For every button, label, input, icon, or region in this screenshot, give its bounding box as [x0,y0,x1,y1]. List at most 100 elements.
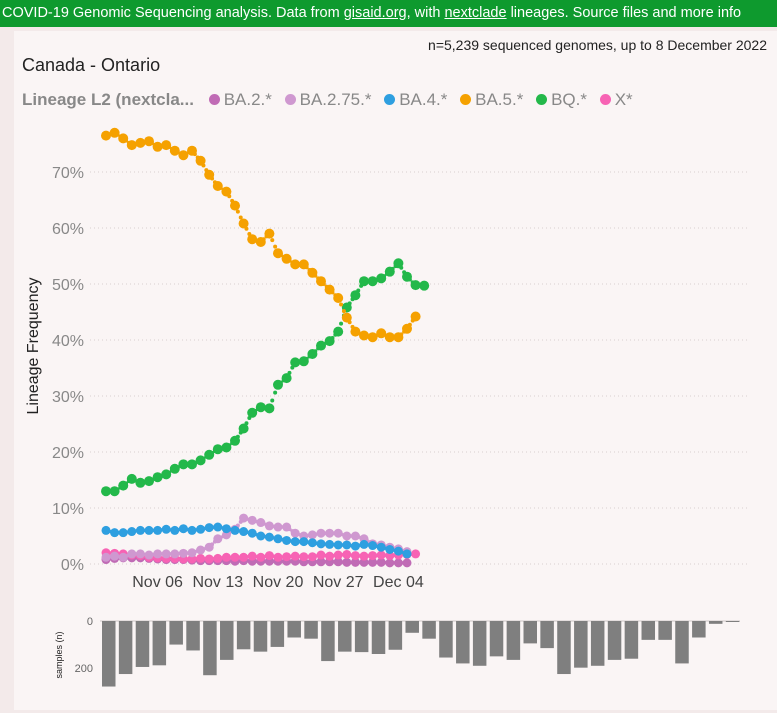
nextclade-link[interactable]: nextclade [444,5,507,21]
legend-dot [536,94,548,105]
data-point [368,557,378,567]
data-point [273,552,283,562]
region-title: Canada - Ontario [22,55,161,75]
sample-bar [186,621,200,651]
data-point [101,525,111,535]
series-ba-4 [101,522,412,559]
data-point [101,552,111,562]
data-point [161,469,172,480]
data-point [204,542,214,552]
data-point [204,169,215,180]
data-point [281,373,292,384]
sample-bar [371,621,386,654]
sample-bar [708,621,723,624]
data-point [238,423,249,434]
data-point [127,527,137,537]
sample-bar [472,621,487,666]
data-point [419,280,430,291]
data-point [110,551,120,561]
sample-bar [338,621,352,652]
data-point [178,524,188,534]
data-point [109,127,120,138]
data-point [307,552,317,562]
sample-bar [658,621,672,640]
data-point [256,518,266,528]
sample-bar [203,621,217,676]
data-point [187,459,197,470]
data-point [118,133,129,144]
data-point [299,537,309,547]
sample-bar [523,621,537,644]
data-point [376,557,386,567]
data-point [376,542,386,552]
data-point [247,407,258,418]
info-banner: COVID-19 Genomic Sequencing analysis. Da… [0,0,777,27]
data-point [187,554,197,564]
data-point [169,463,180,474]
data-point [230,435,240,446]
data-point [170,549,180,559]
data-point [316,539,326,549]
sample-bar [236,621,251,650]
sample-bar [456,621,470,664]
legend-item-x[interactable]: X* [599,90,633,109]
data-point [376,273,387,284]
sample-bar [304,621,318,639]
data-point [342,557,352,567]
data-point [402,558,412,568]
y-tick-label: 50% [52,277,84,294]
data-point [342,549,352,559]
data-point [255,237,266,247]
data-point [196,524,206,534]
data-point [247,515,257,525]
data-point [350,326,361,337]
data-point [411,549,421,559]
data-point [170,525,180,535]
data-point [290,537,300,547]
data-point [230,525,240,535]
y-tick-label: 40% [52,333,84,350]
x-tick-label: Nov 13 [192,574,243,591]
data-point [298,259,309,270]
data-point [282,552,292,562]
data-point [255,402,266,413]
data-point [299,552,309,562]
legend-item-ba4[interactable]: BA.4.* [384,90,447,109]
data-point [298,356,309,367]
data-point [307,530,317,540]
legend-item-ba2[interactable]: BA.2.* [208,90,272,109]
data-point [333,540,343,550]
data-point [126,140,137,151]
gisaid-link[interactable]: gisaid.org [343,5,407,21]
sample-bar [220,621,234,660]
data-point [178,150,189,161]
sample-bar [607,621,622,660]
sample-bar [118,621,133,675]
data-point [385,558,395,568]
legend-title: Lineage L2 (nextcla... [22,90,194,109]
data-point [290,259,301,270]
sample-bar [405,621,419,633]
sample-bar [641,621,656,640]
data-point [221,530,231,540]
data-point [316,276,326,287]
series-connector-dot [339,302,344,307]
data-point [238,218,249,229]
data-point [161,524,171,534]
legend-item-ba275[interactable]: BA.2.75.* [284,90,371,109]
series-connector-dot [238,215,243,220]
sample-bar [102,621,116,687]
series-connector-dot [270,398,275,403]
data-point [393,332,404,343]
data-point [196,545,206,555]
data-point [264,228,275,239]
legend-item-bq[interactable]: BQ.* [536,90,587,109]
data-point [359,539,369,549]
series-connector-dot [270,238,275,243]
data-point [324,284,335,295]
legend-item-ba5[interactable]: BA.5.* [460,90,523,109]
data-point [118,528,128,538]
data-point [144,136,154,147]
legend-dot [208,94,220,105]
data-point [333,528,343,538]
